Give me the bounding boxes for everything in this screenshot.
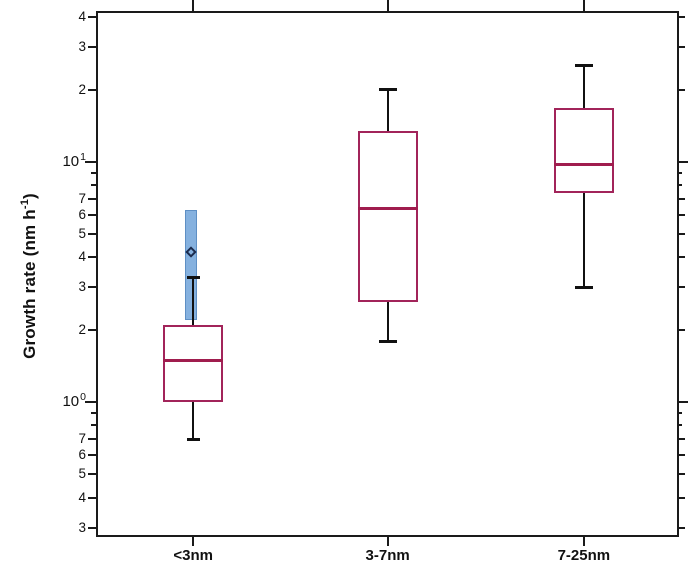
y-tick-right [677, 401, 688, 404]
whisker-lower [582, 193, 585, 288]
y-tick-right [677, 184, 682, 187]
x-tick-bottom [386, 535, 389, 546]
y-tick-left [88, 198, 96, 201]
y-tick-left [88, 214, 96, 217]
y-tick-label: 5 [78, 226, 86, 242]
y-tick-left [91, 412, 96, 415]
y-tick-right [677, 438, 685, 441]
whisker-cap-lower [574, 286, 593, 290]
median-line [553, 163, 614, 167]
y-tick-label: 6 [78, 207, 86, 223]
whisker-cap-lower [378, 339, 397, 343]
y-tick-left [85, 401, 96, 404]
whisker-lower [192, 402, 195, 440]
box [553, 107, 614, 194]
y-tick-left [91, 424, 96, 427]
y-tick-right [677, 256, 685, 259]
y-tick-label-exponent: 0 [80, 391, 86, 404]
y-tick-label: 4 [78, 9, 86, 25]
x-category-label: <3nm [173, 547, 214, 564]
y-tick-label: 101 [0, 150, 86, 171]
y-tick-left [88, 16, 96, 19]
x-tick-top [192, 0, 195, 11]
y-tick-left [88, 496, 96, 499]
y-tick-label-base: 10 [62, 152, 80, 170]
x-tick-bottom [582, 535, 585, 546]
y-tick-left [88, 473, 96, 476]
y-tick-left [88, 328, 96, 331]
y-tick-right [677, 473, 685, 476]
x-tick-top [582, 0, 585, 11]
y-tick-left [88, 438, 96, 441]
y-tick-label: 2 [78, 321, 86, 337]
x-category-label: 7-25nm [557, 547, 611, 564]
highlight-band [185, 210, 198, 320]
y-tick-right [677, 233, 685, 236]
y-tick-left [88, 233, 96, 236]
whisker-cap-upper [186, 275, 200, 279]
whisker-cap-lower [186, 438, 200, 442]
y-tick-left [85, 160, 96, 163]
x-tick-bottom [192, 535, 195, 546]
whisker-upper [192, 277, 195, 325]
y-tick-label-base: 10 [62, 393, 80, 411]
y-tick-label: 4 [78, 489, 86, 505]
y-tick-left [88, 256, 96, 259]
y-tick-right [677, 286, 685, 289]
whisker-upper [582, 66, 585, 108]
y-tick-left [88, 88, 96, 91]
box [357, 130, 418, 303]
y-tick-right [677, 496, 685, 499]
y-tick-left [88, 526, 96, 529]
y-tick-right [677, 171, 682, 174]
y-tick-right [677, 424, 682, 427]
whisker-upper [386, 89, 389, 131]
y-tick-label: 6 [78, 447, 86, 463]
y-tick-left [88, 454, 96, 457]
y-tick-label: 3 [78, 39, 86, 55]
y-tick-right [677, 198, 685, 201]
whisker-cap-upper [378, 87, 397, 91]
whisker-cap-upper [574, 64, 593, 68]
whisker-lower [386, 302, 389, 341]
y-tick-right [677, 16, 685, 19]
y-tick-left [88, 286, 96, 289]
y-tick-right [677, 88, 685, 91]
y-tick-right [677, 328, 685, 331]
y-tick-left [88, 46, 96, 49]
x-category-label: 3-7nm [365, 547, 410, 564]
y-tick-label: 7 [78, 191, 86, 207]
y-tick-label: 3 [78, 519, 86, 535]
y-tick-right [677, 160, 688, 163]
y-tick-label-exponent: 1 [80, 150, 86, 163]
x-tick-top [386, 0, 389, 11]
y-tick-label: 100 [0, 391, 86, 411]
y-tick-label: 5 [78, 466, 86, 482]
box [163, 324, 224, 403]
y-tick-right [677, 46, 685, 49]
median-line [357, 207, 418, 211]
y-tick-label: 7 [78, 431, 86, 447]
y-tick-right [677, 412, 682, 415]
y-tick-right [677, 526, 685, 529]
y-tick-right [677, 214, 685, 217]
y-tick-label: 4 [78, 249, 86, 265]
y-tick-label: 2 [78, 81, 86, 97]
y-tick-right [677, 454, 685, 457]
y-tick-label: 3 [78, 279, 86, 295]
median-line [163, 358, 224, 362]
y-tick-left [91, 171, 96, 174]
y-tick-left [91, 184, 96, 187]
